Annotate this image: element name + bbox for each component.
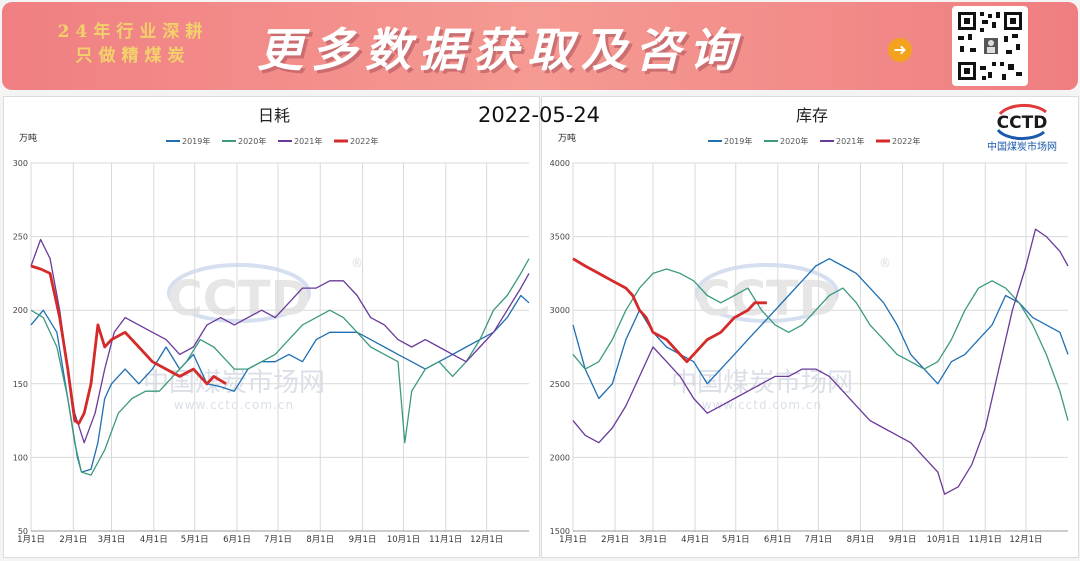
legend-label[interactable]: 2022年 [350, 136, 378, 146]
watermark-registered: ® [351, 256, 363, 270]
x-tick-label: 10月1日 [387, 535, 420, 545]
y-tick-label: 2000 [550, 453, 570, 462]
x-tick-label: 3月1日 [98, 535, 126, 545]
y-tick-label: 200 [13, 306, 28, 315]
y-tick-label: 300 [13, 159, 28, 168]
arrow-right-icon[interactable]: ➜ [888, 38, 912, 62]
watermark-url: www.cctd.com.cn [702, 398, 822, 412]
qr-code-icon[interactable] [952, 6, 1028, 86]
series-line [30, 264, 227, 425]
report-date: 2022-05-24 [478, 103, 601, 127]
series-line [572, 268, 1069, 421]
chart-title: 库存 [796, 106, 828, 125]
series-line [30, 238, 530, 444]
y-tick-label: 150 [13, 380, 28, 389]
legend-label[interactable]: 2022年 [892, 136, 920, 146]
x-tick-label: 4月1日 [140, 535, 168, 545]
cctd-logo: CCTD 中国煤炭市场网 [976, 100, 1068, 156]
legend-label[interactable]: 2020年 [238, 136, 266, 146]
x-tick-label: 9月1日 [349, 535, 377, 545]
x-tick-label: 12月1日 [1009, 535, 1042, 545]
x-tick-label: 9月1日 [889, 535, 917, 545]
x-tick-label: 5月1日 [181, 535, 209, 545]
inventory-panel: CCTD ® 中国煤炭市场网 www.cctd.com.cn 1500 2000 2500 3… [541, 96, 1079, 558]
x-tick-label: 8月1日 [306, 535, 334, 545]
y-tick-label: 2500 [550, 380, 570, 389]
legend-label[interactable]: 2019年 [724, 136, 752, 146]
y-tick-label: 50 [18, 527, 28, 536]
x-tick-label: 8月1日 [847, 535, 875, 545]
promo-text: 24年行业深耕 只做精煤炭 [48, 20, 218, 68]
x-tick-label: 6月1日 [764, 535, 792, 545]
x-tick-label: 10月1日 [927, 535, 960, 545]
y-tick-label: 1500 [550, 527, 570, 536]
inventory-chart: CCTD ® 中国煤炭市场网 www.cctd.com.cn 1500 2000 2500 3… [550, 106, 1069, 545]
y-tick-label: 4000 [550, 159, 570, 168]
watermark-ring [695, 263, 839, 323]
x-tick-label: 12月1日 [470, 535, 503, 545]
x-tick-label: 2月1日 [601, 535, 629, 545]
legend-label[interactable]: 2021年 [294, 136, 322, 146]
daily-consumption-chart: CCTD®中国煤炭市场网www.cctd.com.cn5010015020025… [13, 106, 530, 545]
x-tick-label: 6月1日 [223, 535, 251, 545]
series-line [572, 228, 1069, 495]
series-line [30, 258, 530, 476]
x-tick-label: 4月1日 [681, 535, 709, 545]
promo-banner[interactable]: 24年行业深耕 只做精煤炭 更多数据获取及咨询 ➜ [2, 2, 1078, 90]
y-axis-unit: 万吨 [19, 132, 37, 144]
daily-consumption-panel: CCTD ® 中国煤炭市场网 www.cctd.com.cn 50 100 150 200 25… [3, 96, 540, 558]
promo-line-1: 24年行业深耕 [57, 22, 209, 42]
x-tick-label: 1月1日 [17, 535, 45, 545]
watermark-logo: CCTD [167, 271, 310, 327]
logo-subtitle: 中国煤炭市场网 [987, 140, 1057, 153]
watermark-url: www.cctd.com.cn [174, 398, 294, 412]
x-tick-label: 11月1日 [969, 535, 1002, 545]
y-axis-unit: 万吨 [558, 132, 576, 144]
legend-label[interactable]: 2020年 [780, 136, 808, 146]
banner-slogan: 更多数据获取及咨询 [257, 23, 743, 77]
legend-label[interactable]: 2021年 [836, 136, 864, 146]
x-tick-label: 5月1日 [722, 535, 750, 545]
x-tick-label: 7月1日 [805, 535, 833, 545]
x-tick-label: 1月1日 [559, 535, 587, 545]
x-tick-label: 7月1日 [264, 535, 292, 545]
y-tick-label: 3000 [550, 306, 570, 315]
x-tick-label: 2月1日 [59, 535, 87, 545]
legend-label[interactable]: 2019年 [182, 136, 210, 146]
y-tick-label: 3500 [550, 233, 570, 242]
y-tick-label: 250 [13, 233, 28, 242]
watermark-ring [167, 263, 311, 323]
watermark-logo: CCTD [695, 271, 838, 327]
watermark-registered: ® [879, 256, 891, 270]
y-tick-label: 100 [13, 453, 28, 462]
x-tick-label: 3月1日 [639, 535, 667, 545]
x-tick-label: 11月1日 [429, 535, 462, 545]
series-line [572, 257, 767, 364]
logo-text: CCTD [997, 113, 1048, 133]
chart-title: 日耗 [258, 106, 290, 125]
promo-line-2: 只做精煤炭 [75, 46, 191, 66]
